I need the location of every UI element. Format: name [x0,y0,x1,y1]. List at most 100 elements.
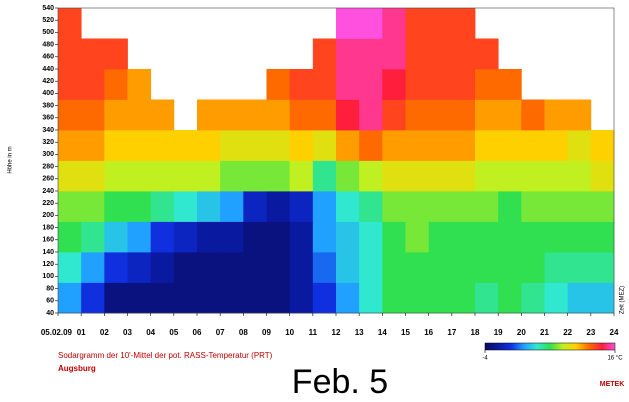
y-tick-label: 400 [42,90,54,97]
heat-cell [382,8,406,39]
heat-cell [590,130,615,161]
heat-cell [451,252,476,283]
heat-cell [104,221,128,253]
heat-cell [405,160,430,192]
x-tick-label: 15 [401,328,410,337]
heat-cell [312,191,337,222]
x-tick-label: 05.02.09 [41,328,73,337]
heat-cell [243,160,267,192]
heat-cell [220,160,244,192]
heat-cell [521,282,545,314]
heat-cell [312,69,337,100]
heat-cell [405,221,430,253]
heat-cell [428,38,453,70]
heat-cell [243,282,267,314]
heat-cell [150,160,175,192]
heat-cell [336,252,360,283]
heat-cell [243,130,267,161]
heat-cell [428,191,453,222]
heat-cell [451,130,476,161]
y-tick-label: 420 [42,78,54,85]
y-tick-label: 200 [42,212,54,219]
logo: METEK [600,381,625,388]
heat-cell [405,99,430,131]
heat-cell [220,191,244,222]
y-tick-label: 440 [42,66,54,73]
y-tick-label: 120 [42,261,54,268]
heat-cell [150,282,175,314]
heat-cell [359,69,383,100]
heat-cell [521,99,545,131]
chart-subtitle: Augsburg [58,364,96,373]
heat-cell [382,99,406,131]
heat-cell [382,160,406,192]
heat-cell [312,221,337,253]
heat-cell [81,252,105,283]
heat-cell [590,252,615,283]
heat-cell [359,160,383,192]
heat-cell [475,191,499,222]
heat-cell [498,130,522,161]
heat-cell [544,160,569,192]
x-tick-label: 21 [540,328,549,337]
heat-cell [359,99,383,131]
heat-cell [567,99,592,131]
heat-cell [451,191,476,222]
heat-cell [150,130,175,161]
x-tick-label: 16 [424,328,433,337]
heat-cell [81,99,105,131]
heat-cell [220,99,244,131]
y-tick-label: 460 [42,54,54,61]
x-tick-label: 03 [123,328,132,337]
x-tick-label: 13 [355,328,364,337]
heat-cell [405,282,430,314]
x-tick-label: 24 [610,328,619,337]
heat-cell [544,130,569,161]
annotation: Feb. 5 [292,363,388,401]
heat-cell [336,160,360,192]
heat-cell [475,252,499,283]
heat-cell [266,160,291,192]
heat-cell [58,69,82,100]
heat-cell [521,252,545,283]
heat-cell [58,191,82,222]
heat-cell [197,130,221,161]
heat-cell [312,130,337,161]
heat-cell [428,69,453,100]
heat-cell [289,221,314,253]
heat-cell [243,252,267,283]
heat-cell [104,191,128,222]
y-tick-label: 180 [42,224,54,231]
heat-cell [312,160,337,192]
heat-cell [336,130,360,161]
heat-cell [81,38,105,70]
y-axis-label: Höhe in m [8,146,14,173]
heat-cell [58,38,82,70]
heat-cell [220,130,244,161]
heat-cell [312,99,337,131]
heat-cell [58,130,82,161]
heat-cell [544,191,569,222]
heat-cell [81,221,105,253]
x-tick-label: 14 [378,328,387,337]
heat-cell [428,8,453,39]
x-tick-label: 02 [100,328,109,337]
heat-cell [289,130,314,161]
heat-cell [336,191,360,222]
heat-cell [359,130,383,161]
heat-cell [197,252,221,283]
heat-cell [428,130,453,161]
heat-cell [104,69,128,100]
heat-cell [475,221,499,253]
heat-cell [498,69,522,100]
x-tick-label: 23 [586,328,595,337]
heat-cell [104,99,128,131]
heat-cell [173,160,198,192]
heat-cell [405,130,430,161]
x-tick-label: 22 [563,328,572,337]
heat-cell [451,38,476,70]
x-tick-label: 07 [216,328,225,337]
heat-cell [289,69,314,100]
y-tick-label: 220 [42,200,54,207]
y-tick-label: 40 [46,310,54,317]
